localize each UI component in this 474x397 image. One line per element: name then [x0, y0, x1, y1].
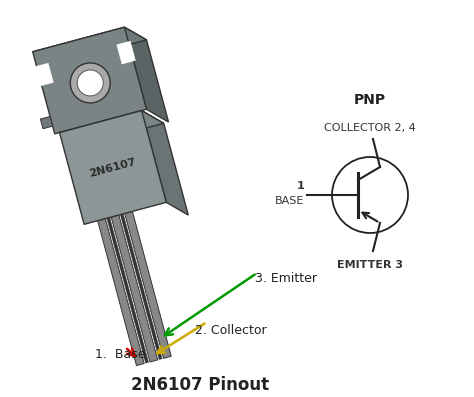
Circle shape: [332, 157, 408, 233]
Text: COLLECTOR 2, 4: COLLECTOR 2, 4: [324, 123, 416, 133]
Polygon shape: [40, 116, 53, 129]
Polygon shape: [125, 27, 169, 122]
Polygon shape: [107, 218, 148, 363]
Polygon shape: [142, 111, 188, 215]
Text: 2N6107: 2N6107: [89, 156, 137, 179]
Text: PNP: PNP: [354, 93, 386, 107]
Polygon shape: [35, 63, 54, 86]
Polygon shape: [33, 27, 146, 64]
Circle shape: [77, 70, 103, 96]
Text: BASE: BASE: [274, 196, 304, 206]
Text: 3. Emitter: 3. Emitter: [255, 272, 317, 285]
Text: EMITTER 3: EMITTER 3: [337, 260, 403, 270]
Polygon shape: [117, 41, 136, 64]
Polygon shape: [120, 214, 162, 360]
Text: 2N6107 Pinout: 2N6107 Pinout: [131, 376, 269, 394]
Polygon shape: [111, 215, 158, 362]
Text: 2. Collector: 2. Collector: [195, 324, 266, 337]
Circle shape: [70, 63, 110, 103]
Polygon shape: [33, 27, 146, 134]
Polygon shape: [98, 219, 144, 366]
Polygon shape: [60, 111, 166, 224]
Text: 1.  Base: 1. Base: [95, 349, 146, 362]
Polygon shape: [125, 211, 171, 358]
Text: 1: 1: [296, 181, 304, 191]
Polygon shape: [60, 111, 164, 145]
